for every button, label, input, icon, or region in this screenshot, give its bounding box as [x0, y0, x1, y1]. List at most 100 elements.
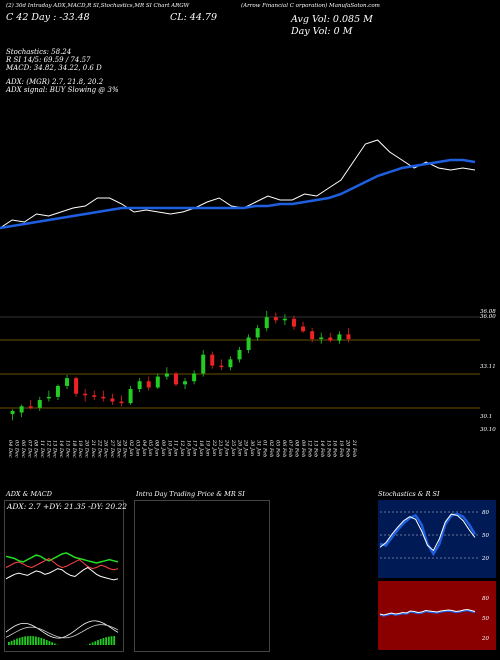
- macd-histogram-bar: [40, 637, 43, 645]
- macd-histogram-bar: [21, 636, 24, 645]
- price-tick-label: 36.08: [480, 309, 496, 315]
- candle-body: [19, 406, 24, 413]
- date-label: 12 Dec: [45, 440, 51, 458]
- date-label: 31 Jan: [255, 440, 261, 456]
- stoch-tick-label: 50: [482, 533, 489, 539]
- rsi-panel: [378, 581, 496, 650]
- candle-body: [246, 337, 251, 350]
- adx-macd-title: ADX & MACD: [6, 490, 52, 498]
- date-label: 09 Jan: [160, 440, 166, 456]
- stochastics-title: Stochastics & R SI: [378, 490, 440, 498]
- candle-body: [110, 398, 115, 402]
- adx-dy-readout: ADX: 2.7 +DY: 21.35 -DY: 20.22: [7, 502, 128, 511]
- date-label: 16 Feb: [332, 440, 338, 457]
- date-label: 12 Jan: [179, 440, 185, 456]
- adx-macd-panel-series-2: [5, 566, 119, 581]
- date-label: 18 Jan: [198, 440, 204, 456]
- candle-body: [192, 373, 197, 382]
- date-label: 15 Feb: [325, 440, 331, 457]
- candle-body: [337, 334, 342, 341]
- rsi-tick-label: 50: [482, 616, 489, 622]
- macd-histogram-bar: [18, 637, 21, 645]
- price-tick-label: 36.00: [480, 314, 496, 320]
- macd-histogram-bar: [91, 642, 94, 645]
- date-label: 16 Jan: [185, 440, 191, 456]
- date-label: 04 Jan: [141, 440, 147, 456]
- date-label: 26 Dec: [103, 439, 109, 458]
- stochastics-panel: [378, 500, 496, 578]
- rsi-panel-series-1: [379, 608, 476, 616]
- macd-histogram-bar: [45, 639, 48, 645]
- stochastics-panel-series-1: [379, 513, 476, 552]
- date-label: 12 Feb: [306, 440, 312, 457]
- macd-histogram-bar: [107, 636, 110, 645]
- macd-histogram-bar: [10, 640, 13, 645]
- date-label: 28 Dec: [115, 439, 121, 458]
- candle-body: [201, 354, 206, 374]
- date-label: 14 Dec: [58, 440, 64, 458]
- adx-signal: ADX signal: BUY Slowing @ 3%: [6, 86, 119, 94]
- candle-body: [37, 400, 42, 408]
- macd-histogram-bar: [35, 636, 37, 645]
- candle-body: [46, 396, 51, 399]
- stochastics-panel-series-0: [379, 512, 477, 557]
- date-label: 30 Jan: [249, 440, 255, 456]
- date-label: 15 Dec: [64, 440, 70, 458]
- date-label: 21 Dec: [90, 439, 96, 458]
- macd-signal-line: [5, 624, 119, 639]
- date-label: 03 Jan: [134, 440, 140, 456]
- candle-body: [183, 381, 188, 385]
- date-label: 04 Dec: [7, 440, 13, 458]
- price-ma-panel-series-1: [0, 158, 476, 230]
- date-label: 29 Dec: [122, 439, 128, 458]
- stoch-tick-label: 20: [481, 556, 489, 562]
- date-label: 06 Dec: [20, 440, 26, 458]
- date-label: 19 Dec: [77, 440, 83, 458]
- date-label: 20 Feb: [344, 439, 350, 457]
- date-label: 17 Jan: [192, 440, 198, 456]
- macd-histogram-bar: [105, 637, 107, 645]
- macd-histogram-bar: [26, 636, 29, 645]
- candle-body: [101, 396, 106, 399]
- intraday-panel: [134, 500, 270, 652]
- macd-histogram-bar: [37, 637, 40, 645]
- day-volume: Day Vol: 0 M: [291, 26, 353, 37]
- intraday-title: Intra Day Trading Price & MR SI: [136, 490, 245, 498]
- date-label: 14 Feb: [319, 440, 325, 457]
- macd-histogram-bar: [16, 638, 18, 645]
- candle-body: [28, 406, 33, 408]
- date-label: 19 Feb: [338, 440, 344, 457]
- macd-histogram-bar: [97, 640, 99, 645]
- candle-body: [74, 378, 79, 394]
- macd-histogram-bar: [89, 643, 91, 645]
- date-label: 22 Jan: [211, 439, 217, 456]
- candle-body: [92, 395, 97, 397]
- rsi-readout: R SI 14/5: 69.59 / 74.57: [6, 56, 91, 64]
- candle-body: [273, 317, 278, 321]
- macd-histogram-bar: [29, 636, 32, 645]
- stochastics-readout: Stochastics: 58.24: [6, 48, 72, 56]
- date-label: 01 Feb: [262, 440, 268, 457]
- macd-histogram-bar: [94, 641, 97, 645]
- date-label: 08 Jan: [154, 440, 160, 456]
- candle-body: [137, 381, 142, 390]
- candle-body: [255, 328, 260, 338]
- rsi-tick-label: 20: [481, 636, 489, 642]
- stoch-tick-label: 80: [482, 510, 489, 516]
- date-label: 13 Dec: [52, 440, 58, 458]
- date-label: 23 Jan: [217, 439, 223, 456]
- date-label: 22 Dec: [96, 439, 102, 458]
- date-label: 05 Dec: [14, 440, 20, 458]
- date-label: 13 Feb: [313, 440, 319, 457]
- candle-body: [219, 365, 224, 368]
- macd-histogram-bar: [13, 639, 16, 645]
- date-label: 02 Jan: [128, 440, 134, 456]
- date-label: 07 Dec: [26, 440, 32, 458]
- candle-body: [282, 318, 287, 321]
- date-label: 11 Jan: [173, 440, 179, 456]
- adx-macd-panel-series-1: [5, 557, 119, 571]
- candle-body: [83, 393, 88, 396]
- adx-macd-panel: ADX: 2.7 +DY: 21.35 -DY: 20.22: [4, 500, 128, 652]
